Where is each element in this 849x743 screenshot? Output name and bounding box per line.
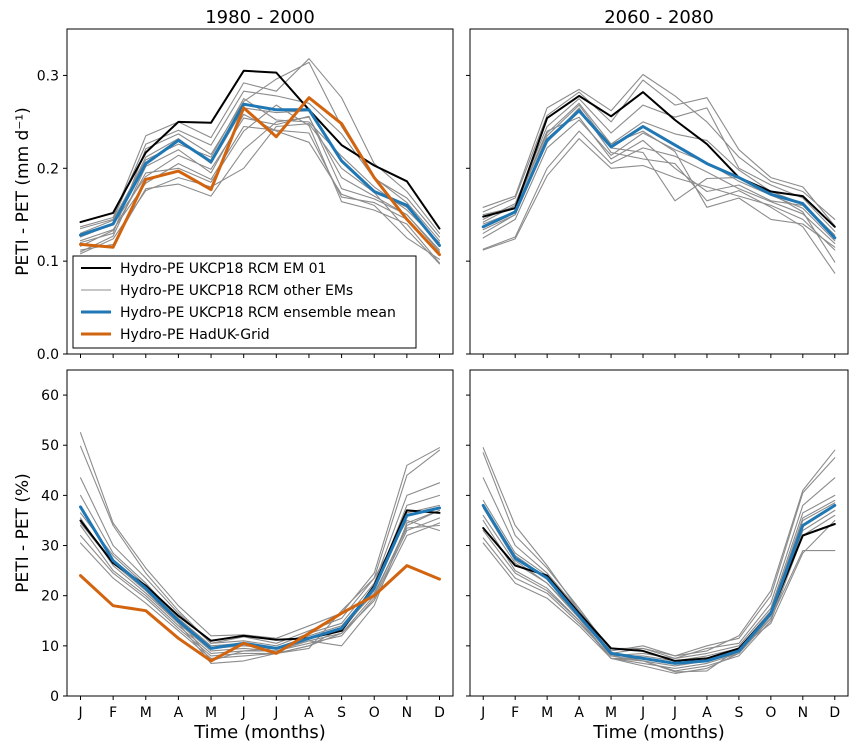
x-tick-label: O — [369, 705, 380, 721]
x-tick-label: A — [304, 705, 314, 721]
line-other-em-9 — [79, 123, 441, 265]
x-tick-label: M — [140, 705, 152, 721]
line-em01 — [482, 91, 836, 228]
legend: Hydro-PE UKCP18 RCM EM 01 Hydro-PE UKCP18… — [72, 255, 417, 349]
line-other-em-1 — [482, 79, 836, 227]
line-ensemble-mean — [79, 505, 441, 650]
y-axis-label: PETI - PET (%) — [13, 473, 33, 593]
line-other-em-8 — [482, 107, 836, 274]
panel-1: 2060 - 2080 — [466, 7, 849, 358]
y-tick-label: 30 — [41, 539, 59, 555]
x-tick-label: J — [77, 705, 82, 721]
panel-title: 1980 - 2000 — [205, 7, 315, 28]
x-tick-label: A — [702, 705, 712, 721]
panel-3: J F M A M J J A S O N D Time (months) — [466, 369, 849, 743]
line-other-em-9 — [482, 102, 836, 248]
x-tick-label: A — [574, 705, 584, 721]
y-tick-label: 50 — [41, 438, 59, 454]
line-other-em-1 — [79, 445, 441, 644]
x-tick-label: S — [734, 705, 743, 721]
y-tick-label: 10 — [41, 639, 59, 655]
line-ensemble-mean — [79, 102, 441, 247]
legend-label-mean: Hydro-PE UKCP18 RCM ensemble mean — [120, 305, 396, 321]
panel-title: 2060 - 2080 — [604, 7, 714, 28]
line-haduk-grid — [79, 564, 441, 663]
axes-frame — [66, 28, 454, 355]
line-other-em-9 — [482, 542, 836, 674]
line-other-em-6 — [482, 138, 836, 251]
x-axis-label: Time (months) — [592, 722, 725, 743]
panel-2: J F M A M J J A S O N D 0 10 20 30 40 50 60 Time (months) PE… — [13, 369, 454, 743]
axes-frame — [469, 369, 849, 697]
axes-frame — [66, 369, 454, 697]
x-axis-label: Time (months) — [193, 722, 326, 743]
y-tick-label: 0.0 — [37, 347, 59, 363]
y-tick-label: 0.1 — [37, 254, 59, 270]
x-tick-label: N — [798, 705, 808, 721]
line-ensemble-mean — [481, 503, 837, 665]
y-tick-label: 20 — [41, 589, 59, 605]
line-other-em-2 — [482, 98, 836, 232]
line-other-em-1 — [79, 61, 441, 244]
line-other-em-10 — [482, 116, 836, 239]
line-other-em-10 — [79, 98, 441, 244]
x-tick-label: D — [829, 705, 840, 721]
line-other-em-8 — [79, 524, 441, 659]
legend-frame — [72, 255, 417, 349]
x-tick-label: A — [174, 705, 184, 721]
line-other-em-2 — [482, 477, 836, 659]
line-other-em-0 — [79, 432, 441, 639]
x-tick-label: S — [337, 705, 346, 721]
x-tick-label: M — [541, 705, 553, 721]
y-tick-label: 0.3 — [37, 68, 59, 84]
axes-frame — [469, 28, 849, 355]
x-tick-label: J — [480, 705, 485, 721]
line-other-em-6 — [79, 517, 441, 654]
line-em01 — [79, 69, 441, 230]
y-tick-label: 60 — [41, 388, 59, 404]
line-other-em-5 — [482, 130, 836, 250]
x-tick-label: J — [273, 705, 278, 721]
line-ensemble-mean — [481, 109, 837, 240]
line-other-em-1 — [482, 452, 836, 657]
y-tick-label: 40 — [41, 488, 59, 504]
line-other-em-0 — [482, 447, 836, 657]
y-tick-label: 0.2 — [37, 161, 59, 177]
x-tick-label: J — [640, 705, 645, 721]
x-tick-label: F — [511, 705, 519, 721]
line-other-em-0 — [482, 73, 836, 220]
x-tick-label: N — [402, 705, 412, 721]
legend-label-em01: Hydro-PE UKCP18 RCM EM 01 — [120, 261, 326, 277]
line-other-em-10 — [482, 507, 836, 673]
x-tick-label: J — [241, 705, 246, 721]
legend-label-hadgrid: Hydro-PE HadUK-Grid — [120, 327, 270, 343]
x-tick-label: F — [109, 705, 117, 721]
x-tick-label: O — [765, 705, 776, 721]
line-other-em-4 — [79, 104, 441, 264]
panel-0: 0.0 0.1 0.2 0.3 1980 - 2000 PETI - PET (mm d⁻… — [13, 7, 454, 363]
x-tick-label: J — [672, 705, 677, 721]
legend-label-other: Hydro-PE UKCP18 RCM other EMs — [120, 283, 353, 299]
y-tick-label: 0 — [50, 689, 59, 705]
line-haduk-grid — [79, 96, 441, 257]
x-tick-label: D — [434, 705, 445, 721]
line-other-em-9 — [79, 519, 441, 664]
x-tick-label: M — [205, 705, 217, 721]
line-other-em-7 — [482, 104, 836, 263]
line-other-em-6 — [79, 90, 441, 238]
y-axis-label: PETI - PET (mm d⁻¹) — [13, 107, 33, 275]
x-tick-label: M — [605, 705, 617, 721]
